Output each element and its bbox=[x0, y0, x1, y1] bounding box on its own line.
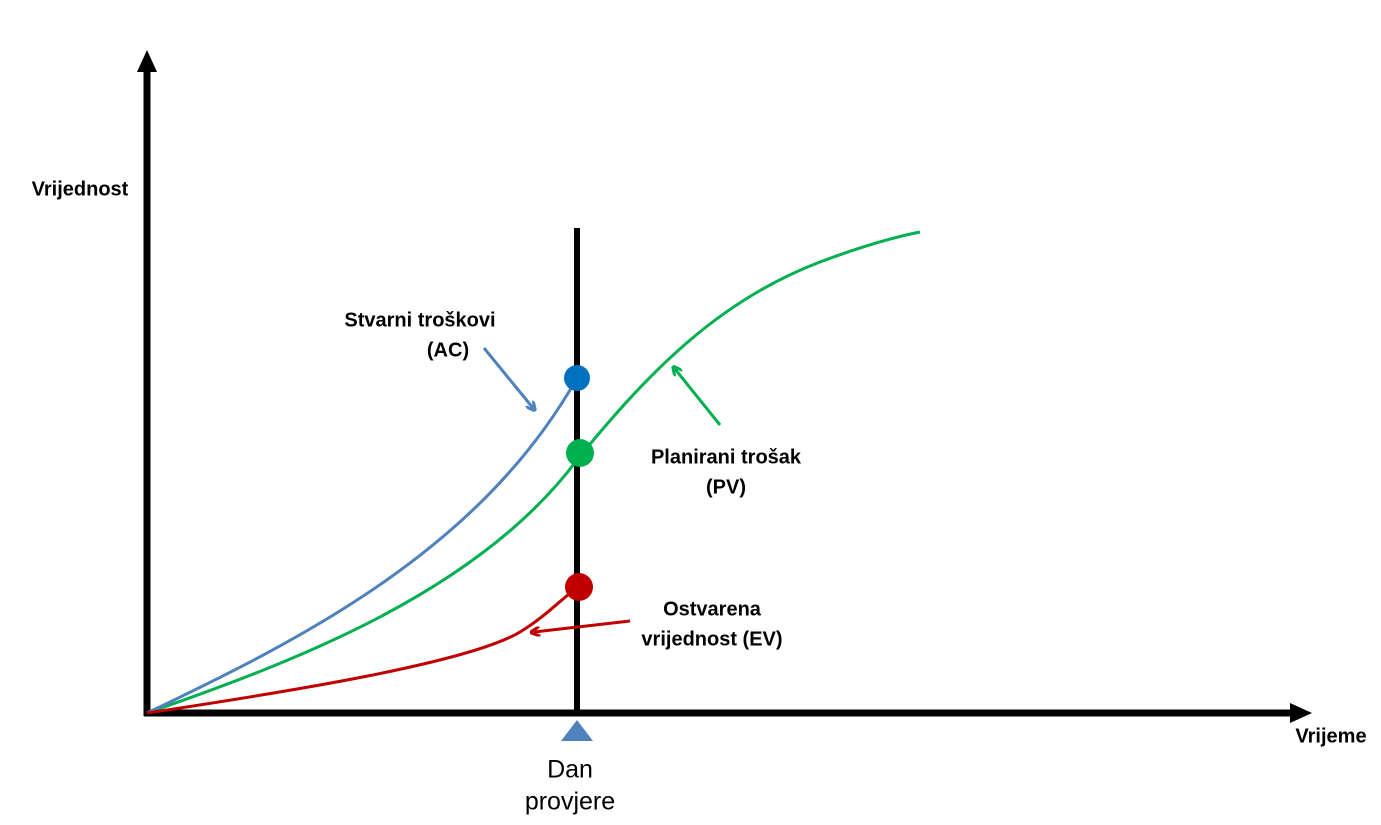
pv-label: (PV) bbox=[706, 476, 746, 498]
y-axis-arrow bbox=[137, 50, 157, 72]
pv-pointer bbox=[675, 369, 722, 426]
ev-point bbox=[565, 573, 593, 601]
status-label: Dan bbox=[547, 756, 593, 784]
y-axis-label: Vrijednost bbox=[32, 178, 129, 200]
pv-curve bbox=[146, 230, 921, 715]
ev-pointer bbox=[534, 619, 631, 632]
pv-point bbox=[566, 439, 594, 467]
ac-curve bbox=[146, 377, 579, 715]
x-axis-arrow bbox=[1290, 703, 1312, 723]
status-marker bbox=[561, 720, 593, 741]
ev-curve bbox=[146, 586, 578, 715]
ac-pointer bbox=[482, 347, 533, 408]
ev-label: Ostvarena bbox=[663, 598, 762, 620]
status-label: provjere bbox=[525, 788, 615, 816]
ev-label: vrijednost (EV) bbox=[641, 628, 782, 650]
ac-point bbox=[564, 365, 590, 391]
ac-label: (AC) bbox=[427, 339, 469, 361]
pv-label: Planirani trošak bbox=[651, 446, 802, 468]
ac-label: Stvarni troškovi bbox=[344, 309, 495, 331]
x-axis-label: Vrijeme bbox=[1295, 725, 1366, 747]
